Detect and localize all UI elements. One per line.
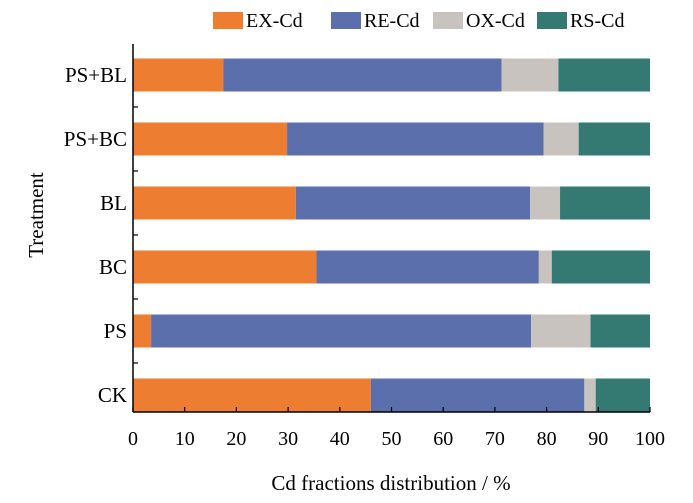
x-tick-label-0: 0 [128,428,138,450]
legend-label-rs-cd: RS-Cd [570,10,624,32]
bar-bl-ox-cd [530,186,561,220]
bar-ck-rs-cd [595,378,650,412]
bar-bl-ex-cd [133,186,296,220]
bar-ps-bl-rs-cd [558,58,650,92]
bar-ps-ox-cd [531,314,591,348]
x-tick-label-30: 30 [278,428,298,450]
x-axis-title: Cd fractions distribution / % [271,471,510,495]
y-tick-label-ps: PS [104,319,127,343]
x-tick-label-60: 60 [433,428,453,450]
bar-bc-ox-cd [538,250,552,284]
bar-bl-re-cd [295,186,531,220]
legend-swatch-rs-cd [537,12,567,29]
y-tick-label-ps-bl: PS+BL [65,63,127,87]
bars [133,58,650,412]
y-tick-label-bc: BC [99,255,127,279]
bar-ck-ox-cd [584,378,596,412]
y-ticks: CK PS BC BL PS+BC PS+BL [64,63,138,407]
bar-ps-rs-cd [590,314,650,348]
bar-ps-bc-ox-cd [543,122,579,156]
legend: EX-Cd RE-Cd OX-Cd RS-Cd [213,10,624,32]
x-tick-label-80: 80 [537,428,557,450]
legend-label-re-cd: RE-Cd [364,10,420,32]
y-tick-label-ck: CK [98,383,127,407]
bar-bl-rs-cd [560,186,650,220]
bar-ps-bc-re-cd [287,122,544,156]
y-tick-label-bl: BL [100,191,127,215]
legend-swatch-re-cd [331,12,361,29]
bar-bc-ex-cd [133,250,317,284]
x-ticks: 0 10 20 30 40 50 60 70 80 90 100 [128,407,665,450]
x-tick-label-100: 100 [635,428,665,450]
bar-ps-bc-rs-cd [578,122,650,156]
bar-ps-ex-cd [133,314,152,348]
bar-ps-re-cd [151,314,532,348]
bar-bc-re-cd [316,250,539,284]
x-tick-label-40: 40 [330,428,350,450]
bar-ps-bl-ox-cd [501,58,559,92]
x-tick-label-10: 10 [175,428,195,450]
bar-ps-bl-re-cd [223,58,502,92]
legend-swatch-ex-cd [213,12,243,29]
bar-ps-bl-ex-cd [133,58,224,92]
y-axis-title: Treatment [24,172,48,258]
x-tick-label-70: 70 [485,428,505,450]
bar-ck-ex-cd [133,378,371,412]
x-tick-label-50: 50 [382,428,402,450]
legend-label-ex-cd: EX-Cd [246,10,303,32]
axes [132,44,650,413]
x-tick-label-90: 90 [588,428,608,450]
legend-label-ox-cd: OX-Cd [466,10,525,32]
bar-ps-bc-ex-cd [133,122,288,156]
legend-swatch-ox-cd [433,12,463,29]
bar-bc-rs-cd [551,250,650,284]
bar-ck-re-cd [370,378,585,412]
x-tick-label-20: 20 [226,428,246,450]
y-tick-label-ps-bc: PS+BC [64,127,127,151]
